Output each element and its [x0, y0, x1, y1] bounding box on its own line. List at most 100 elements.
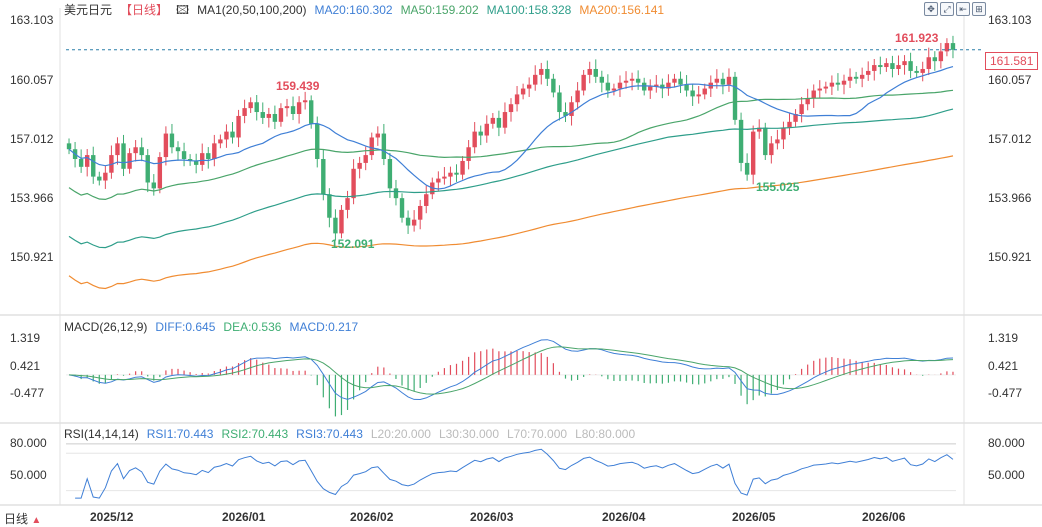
- candle-body: [327, 194, 332, 218]
- candle-body: [442, 176, 447, 179]
- ma-label: MA1(20,50,100,200): [197, 3, 307, 17]
- candle-body: [157, 157, 163, 189]
- x-axis-label: 2026/06: [862, 510, 906, 524]
- candle-body: [914, 70, 919, 73]
- candle-body: [363, 155, 368, 163]
- candle-body: [526, 84, 532, 89]
- candle-body: [805, 98, 810, 105]
- up-arrow-icon: ▲: [31, 515, 42, 526]
- candle-body: [351, 168, 356, 199]
- candle-body: [926, 57, 931, 69]
- price-tick-left: 160.057: [10, 73, 54, 87]
- ma200-line: [68, 155, 954, 290]
- macd-label: MACD(26,12,9): [64, 320, 148, 334]
- candle-body: [666, 82, 671, 89]
- candle-body: [496, 117, 502, 128]
- candle-body: [817, 88, 822, 91]
- candle-body: [357, 162, 362, 169]
- candle-body: [133, 147, 138, 154]
- rsi2-value: RSI2:70.443: [221, 427, 289, 441]
- candle-body: [448, 172, 453, 177]
- candle-body: [648, 86, 653, 91]
- candle-body: [641, 82, 647, 91]
- ma50-line: [68, 89, 954, 201]
- candle-body: [872, 65, 877, 71]
- candle-body: [466, 147, 471, 161]
- annotation-low: 152.091: [331, 237, 375, 251]
- x-axis-label: 2026/03: [470, 510, 514, 524]
- price-tick-right: 163.103: [988, 13, 1032, 27]
- candle-body: [127, 153, 132, 169]
- candle-body: [672, 78, 677, 83]
- candle-body: [605, 82, 611, 91]
- ma20-value: MA20:160.302: [314, 3, 393, 17]
- back-icon[interactable]: ⇤: [956, 2, 970, 16]
- candle-body: [623, 80, 629, 83]
- candle-body: [139, 147, 144, 156]
- rsi-tick-left: 80.000: [10, 436, 47, 450]
- chart-icon: 🖾: [176, 3, 190, 17]
- price-tick-right: 150.921: [988, 250, 1032, 264]
- candle-body: [811, 90, 816, 99]
- ma200-value: MA200:156.141: [579, 3, 665, 17]
- candle-body: [520, 88, 526, 95]
- candle-body: [769, 143, 774, 156]
- price-tick-right: 157.012: [988, 132, 1032, 146]
- candle-body: [696, 94, 701, 97]
- candle-body: [593, 68, 598, 77]
- candle-body: [193, 160, 199, 165]
- candle-body: [575, 90, 580, 103]
- candle-body: [902, 61, 907, 66]
- price-tick-left: 163.103: [10, 13, 54, 27]
- settings-icon[interactable]: ⊞: [972, 2, 986, 16]
- expand-icon[interactable]: ⤢: [940, 2, 954, 16]
- candle-body: [484, 123, 489, 136]
- ma50-value: MA50:159.202: [400, 3, 479, 17]
- candle-body: [847, 76, 853, 81]
- candle-body: [635, 78, 641, 83]
- period-label[interactable]: 【日线】: [120, 3, 169, 17]
- candle-body: [744, 162, 750, 175]
- ma100-value: MA100:158.328: [486, 3, 572, 17]
- macd-dea: DEA:0.536: [223, 320, 282, 334]
- candle-body: [284, 106, 290, 109]
- candle-body: [932, 57, 938, 62]
- candle-body: [720, 78, 726, 85]
- candle-body: [557, 92, 562, 113]
- candle-body: [878, 65, 883, 68]
- candle-body: [260, 112, 265, 118]
- candle-body: [702, 88, 707, 95]
- candle-body: [884, 63, 889, 68]
- candle-body: [714, 78, 720, 83]
- candle-body: [151, 182, 156, 189]
- candle-body: [866, 70, 871, 75]
- candle-body: [750, 131, 756, 175]
- candle-body: [775, 139, 780, 144]
- macd-tick-left: -0.477: [10, 386, 45, 400]
- move-icon[interactable]: ✥: [924, 2, 938, 16]
- candle-body: [890, 63, 895, 69]
- candle-body: [339, 209, 344, 234]
- price-tick-right: 160.057: [988, 73, 1032, 87]
- candle-body: [84, 155, 90, 167]
- candle-body: [678, 78, 683, 85]
- candle-body: [181, 151, 187, 160]
- candle-body: [738, 119, 744, 163]
- candle-body: [944, 43, 950, 52]
- candle-body: [333, 217, 338, 234]
- candle-body: [763, 127, 768, 156]
- candle-body: [629, 78, 635, 81]
- candle-body: [230, 131, 235, 138]
- candle-body: [757, 127, 762, 132]
- candle-body: [938, 51, 944, 62]
- ma20-line: [68, 66, 954, 190]
- price-tick-left: 153.966: [10, 191, 54, 205]
- candle-body: [248, 102, 253, 109]
- macd-tick-left: 0.421: [10, 359, 41, 373]
- period-footer[interactable]: 日线 ▲: [4, 510, 41, 527]
- period-footer-label: 日线: [4, 512, 29, 526]
- macd-diff: DIFF:0.645: [155, 320, 216, 334]
- candle-body: [278, 108, 284, 122]
